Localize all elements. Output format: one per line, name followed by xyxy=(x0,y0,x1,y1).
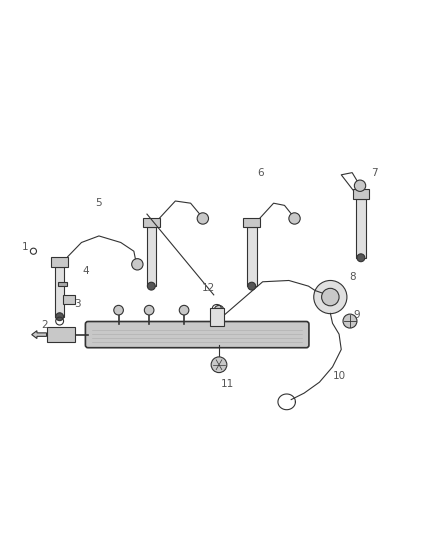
Circle shape xyxy=(343,314,357,328)
Bar xyxy=(58,282,67,286)
Text: 1: 1 xyxy=(21,242,28,252)
Circle shape xyxy=(289,213,300,224)
Circle shape xyxy=(354,180,366,191)
Bar xyxy=(356,199,366,258)
Text: 11: 11 xyxy=(221,379,234,390)
Text: 2: 2 xyxy=(41,320,48,330)
Text: 9: 9 xyxy=(353,310,360,319)
Bar xyxy=(210,308,224,326)
Text: 3: 3 xyxy=(74,298,81,309)
Bar xyxy=(244,217,260,227)
Bar xyxy=(51,257,68,266)
Circle shape xyxy=(114,305,124,315)
Circle shape xyxy=(179,305,189,315)
Circle shape xyxy=(148,282,155,290)
Text: 7: 7 xyxy=(371,168,377,177)
Bar xyxy=(147,227,156,286)
Bar xyxy=(55,266,64,317)
Text: 10: 10 xyxy=(332,370,346,381)
Text: 8: 8 xyxy=(349,272,356,282)
Bar xyxy=(247,227,257,286)
Text: 4: 4 xyxy=(82,266,89,276)
Circle shape xyxy=(314,280,347,313)
Text: 12: 12 xyxy=(201,284,215,293)
Circle shape xyxy=(357,254,365,262)
Circle shape xyxy=(214,305,224,315)
Circle shape xyxy=(145,305,154,315)
Circle shape xyxy=(211,357,227,373)
Circle shape xyxy=(321,288,339,306)
FancyBboxPatch shape xyxy=(85,321,309,348)
Bar xyxy=(353,189,369,199)
Circle shape xyxy=(56,313,64,321)
Bar xyxy=(143,217,159,227)
Circle shape xyxy=(197,213,208,224)
Bar xyxy=(63,295,75,304)
Text: 5: 5 xyxy=(95,198,102,208)
FancyArrow shape xyxy=(32,330,46,338)
Circle shape xyxy=(132,259,143,270)
Text: 6: 6 xyxy=(257,168,264,177)
Bar xyxy=(46,327,75,343)
Circle shape xyxy=(248,282,256,290)
